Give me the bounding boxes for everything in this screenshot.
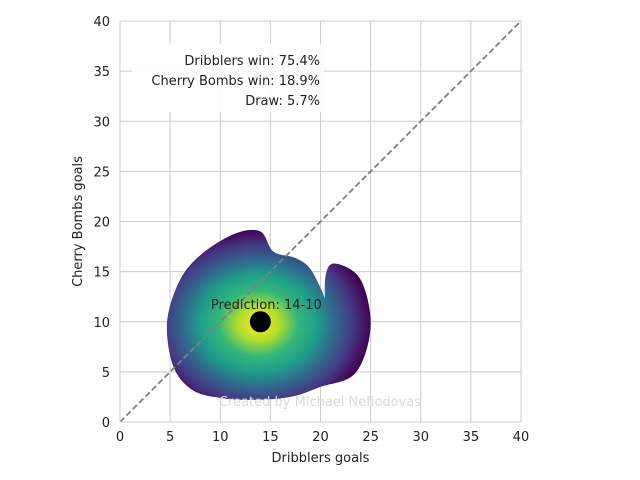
equal-score-line [119, 20, 522, 423]
density-region [166, 229, 371, 400]
y-axis-label: Cherry Bombs goals [71, 156, 86, 287]
y-tick-label: 15 [93, 266, 110, 281]
y-tick-label: 10 [93, 316, 110, 331]
y-tick-label: 40 [93, 15, 110, 30]
x-tick-label: 30 [412, 430, 429, 445]
annotation-box [132, 44, 324, 112]
outcome-probability-text: Draw: 5.7% [245, 94, 320, 109]
tick-labels: 0 5 10 15 20 25 30 35 40 0 5 10 15 20 25 30 35 40 [93, 15, 529, 445]
density-contour [166, 229, 371, 400]
y-tick-label: 5 [102, 366, 110, 381]
x-axis-label: Dribblers goals [272, 451, 370, 466]
prediction-label: Prediction: 14-10 [211, 298, 322, 313]
outcome-probability-text: Cherry Bombs win: 18.9% [151, 74, 320, 89]
y-tick-label: 35 [93, 65, 110, 80]
prediction-marker [249, 311, 271, 333]
x-tick-label: 35 [463, 430, 480, 445]
x-tick-label: 0 [116, 430, 124, 445]
x-tick-label: 10 [212, 430, 229, 445]
diagonal-line [119, 20, 522, 423]
x-tick-label: 25 [362, 430, 379, 445]
y-tick-label: 25 [93, 165, 110, 180]
x-tick-label: 5 [166, 430, 174, 445]
annotations: Dribblers win: 75.4% Cherry Bombs win: 18… [132, 44, 421, 410]
watermark-text: Created by Michael Nefiodovas [219, 395, 421, 410]
x-tick-label: 20 [312, 430, 329, 445]
x-tick-label: 15 [262, 430, 279, 445]
y-tick-label: 30 [93, 115, 110, 130]
y-tick-label: 0 [102, 416, 110, 431]
outcome-probability-text: Dribblers win: 75.4% [184, 54, 320, 69]
y-tick-label: 20 [93, 216, 110, 231]
x-tick-label: 40 [513, 430, 530, 445]
axes [119, 21, 521, 423]
